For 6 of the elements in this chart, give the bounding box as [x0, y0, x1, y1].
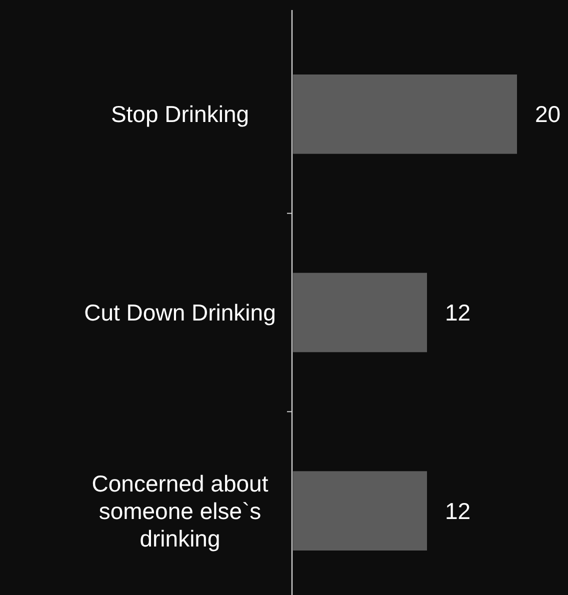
y-tick-label: Stop Drinking — [110, 101, 250, 128]
data-label: 20 — [535, 101, 561, 128]
data-label: 12 — [445, 498, 471, 524]
data-label: 12 — [445, 300, 471, 326]
y-tick-label: Concerned about someone else`s drinking — [92, 470, 269, 552]
y-tick-label: Cut Down Drinking — [84, 300, 276, 326]
